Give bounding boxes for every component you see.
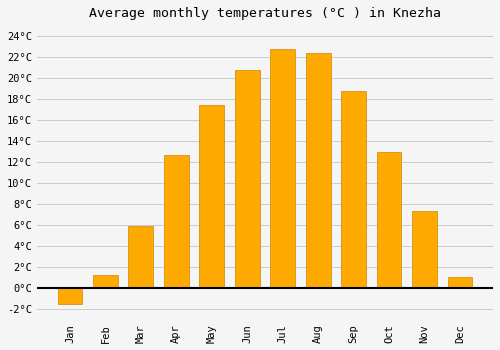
Bar bbox=[235, 70, 260, 288]
Bar bbox=[376, 152, 402, 288]
Bar bbox=[412, 211, 437, 288]
Bar bbox=[306, 52, 330, 288]
Bar bbox=[164, 154, 188, 288]
Bar bbox=[341, 91, 366, 288]
Bar bbox=[93, 275, 118, 288]
Bar bbox=[448, 278, 472, 288]
Bar bbox=[200, 105, 224, 288]
Title: Average monthly temperatures (°C ) in Knezha: Average monthly temperatures (°C ) in Kn… bbox=[89, 7, 441, 20]
Bar bbox=[270, 49, 295, 288]
Bar bbox=[58, 288, 82, 304]
Bar bbox=[128, 226, 154, 288]
